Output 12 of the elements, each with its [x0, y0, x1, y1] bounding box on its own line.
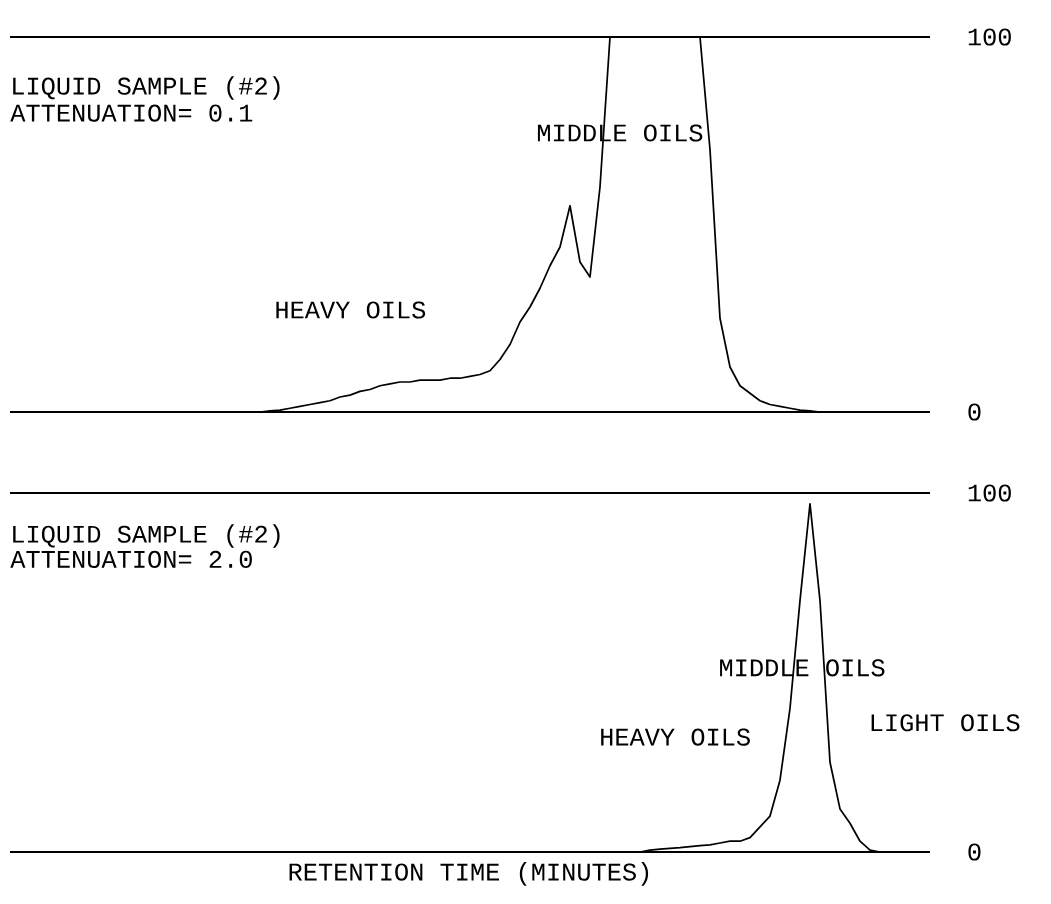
annotation: ATTENUATION= 0.1	[10, 104, 253, 122]
y-tick-label: 100	[968, 484, 1011, 502]
y-tick-label: 0	[968, 403, 981, 421]
annotation: LIGHT OILS	[871, 714, 1020, 732]
annotation: HEAVY OILS	[276, 301, 426, 319]
annotation: LIQUID SAMPLE (#2)	[13, 76, 280, 100]
x-axis-title: RETENTION TIME (MINUTES)	[289, 862, 649, 886]
annotation: ATTENUATION= 2.0	[10, 550, 252, 568]
y-tick-label: 0	[968, 843, 981, 861]
annotation: HEAVY OILS	[601, 728, 750, 746]
y-tick-label: 100	[968, 28, 1011, 46]
annotation: LIQUID SAMPLE (#2)	[13, 524, 280, 548]
